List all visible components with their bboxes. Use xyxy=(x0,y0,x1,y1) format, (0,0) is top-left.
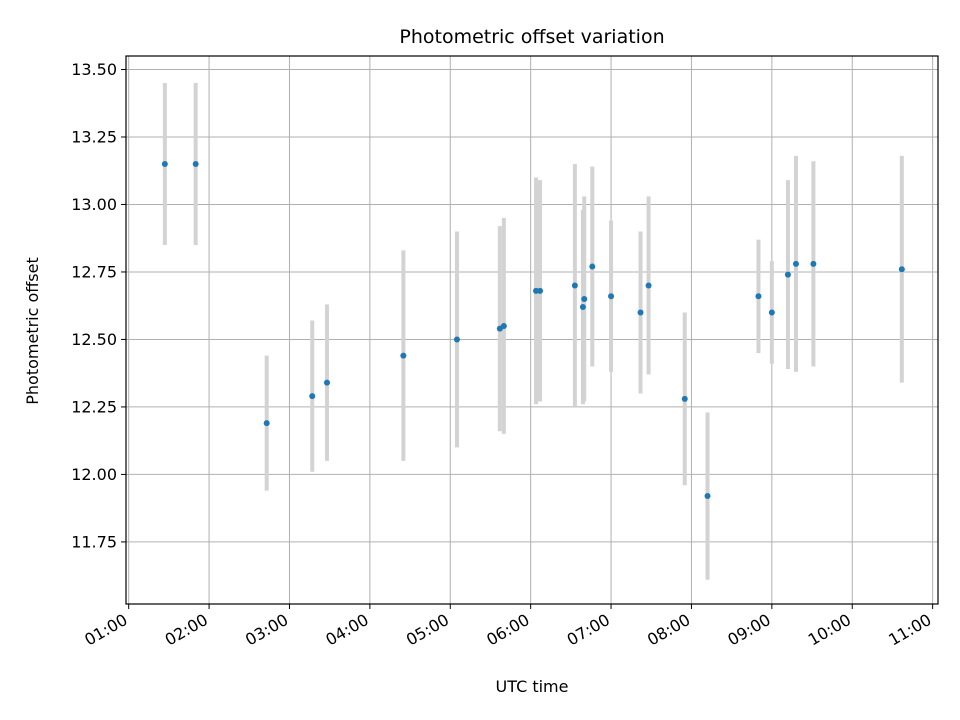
data-point xyxy=(681,395,688,402)
data-point xyxy=(579,304,586,311)
data-point xyxy=(792,260,799,267)
y-axis-ticks: 11.75 12.00 12.25 12.50 12.75 13.00 13.25 13.50 xyxy=(71,60,126,551)
data-point xyxy=(608,293,615,300)
data-point xyxy=(898,266,905,273)
x-axis-title: UTC time xyxy=(496,677,569,696)
y-axis-title: Photometric offset xyxy=(23,257,42,405)
grid-lines xyxy=(126,56,938,604)
data-point xyxy=(263,420,270,427)
data-point xyxy=(755,293,762,300)
y-tick-label: 12.25 xyxy=(71,397,117,416)
y-tick-label: 13.25 xyxy=(71,127,117,146)
data-point xyxy=(400,352,407,359)
data-point xyxy=(571,282,578,289)
data-point xyxy=(453,336,460,343)
y-tick-label: 13.00 xyxy=(71,195,117,214)
data-point xyxy=(161,160,168,167)
data-point xyxy=(309,393,316,400)
data-point xyxy=(768,309,775,316)
data-point xyxy=(645,282,652,289)
data-point xyxy=(581,295,588,302)
y-tick-label: 13.50 xyxy=(71,60,117,79)
y-tick-label: 11.75 xyxy=(71,532,117,551)
y-tick-label: 12.00 xyxy=(71,465,117,484)
data-point xyxy=(323,379,330,386)
data-points xyxy=(161,160,905,500)
data-point xyxy=(589,263,596,270)
y-tick-label: 12.75 xyxy=(71,262,117,281)
data-point xyxy=(784,271,791,278)
data-point xyxy=(810,260,817,267)
data-point xyxy=(500,322,507,329)
data-point xyxy=(192,160,199,167)
data-point xyxy=(704,493,711,500)
plot-frame xyxy=(125,55,939,605)
chart-title: Photometric offset variation xyxy=(399,26,664,48)
data-point xyxy=(537,287,544,294)
data-point xyxy=(637,309,644,316)
y-tick-label: 12.50 xyxy=(71,330,117,349)
